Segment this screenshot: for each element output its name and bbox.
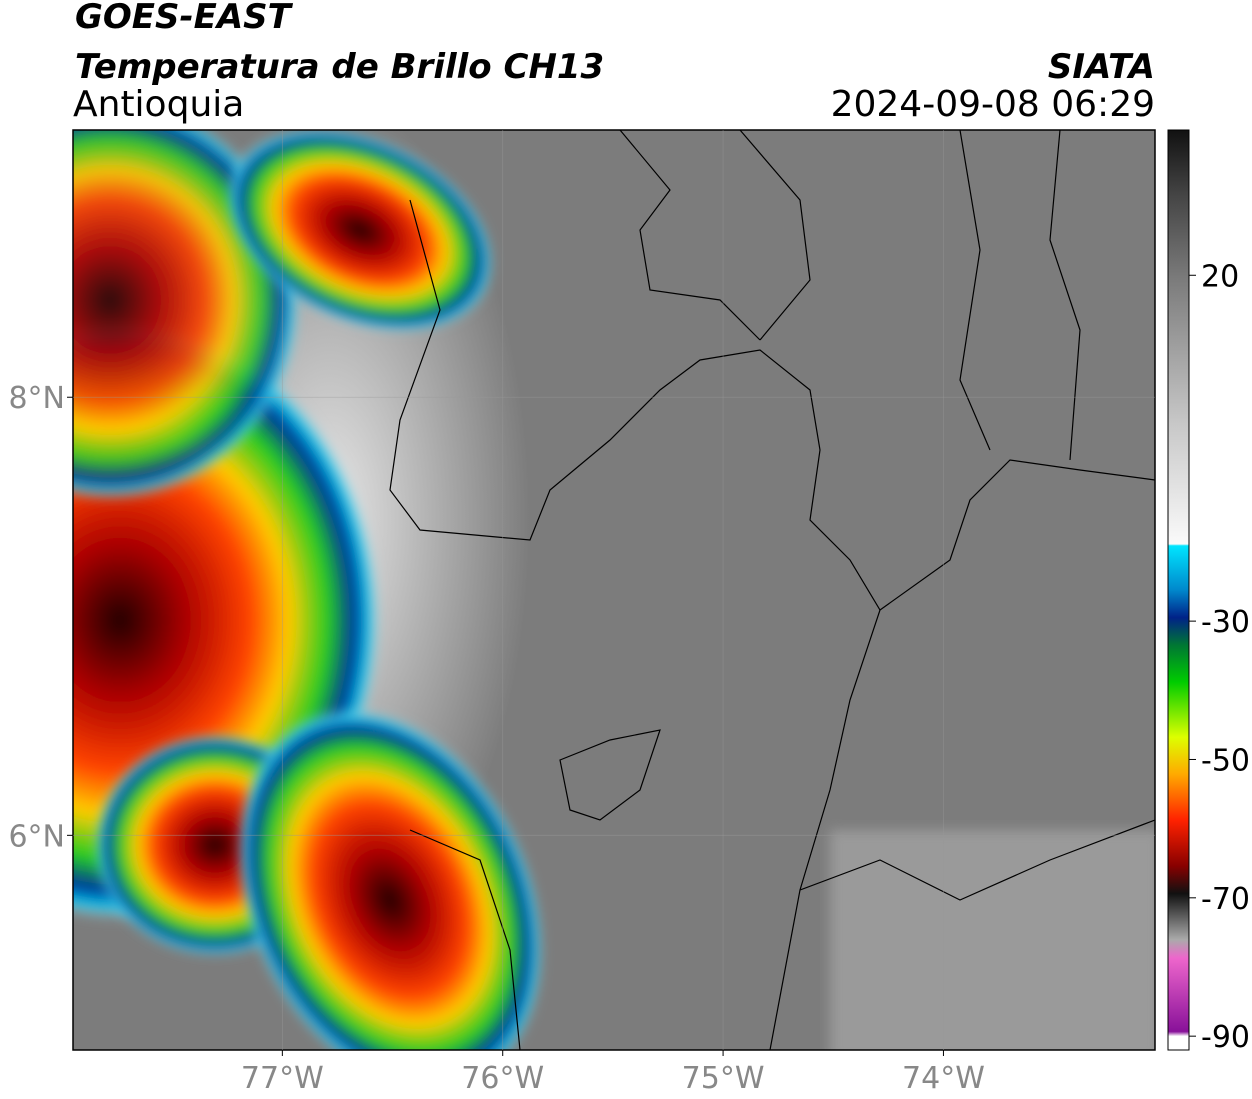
colorbar <box>1167 129 1190 1051</box>
region: Antioquia <box>73 84 244 125</box>
colorbar-label: -70 <box>1201 882 1250 917</box>
colorbar-label: -90 <box>1201 1020 1250 1055</box>
y-tick-label: 6°N <box>8 819 65 854</box>
colorbar-label: -50 <box>1201 743 1250 778</box>
storm <box>227 130 493 331</box>
map-frame <box>72 129 1156 1051</box>
satellite-image <box>73 130 1155 1050</box>
source: SIATA <box>1048 47 1155 87</box>
borders <box>389 130 1155 1050</box>
product-title: Temperatura de Brillo CH13 <box>75 47 604 87</box>
x-tick-label: 76°W <box>461 1061 544 1096</box>
warm-area <box>830 830 1155 1050</box>
satellite-title: GOES-EAST <box>75 0 294 37</box>
y-tick-label: 8°N <box>8 381 65 416</box>
x-tick-label: 74°W <box>902 1061 985 1096</box>
storm <box>237 709 543 1050</box>
colorbar-label: -30 <box>1201 605 1250 640</box>
colorbar-label: 20 <box>1201 259 1239 294</box>
x-tick-label: 75°W <box>682 1061 765 1096</box>
datetime: 2024-09-08 06:29 <box>831 84 1155 125</box>
x-tick-label: 77°W <box>241 1061 324 1096</box>
